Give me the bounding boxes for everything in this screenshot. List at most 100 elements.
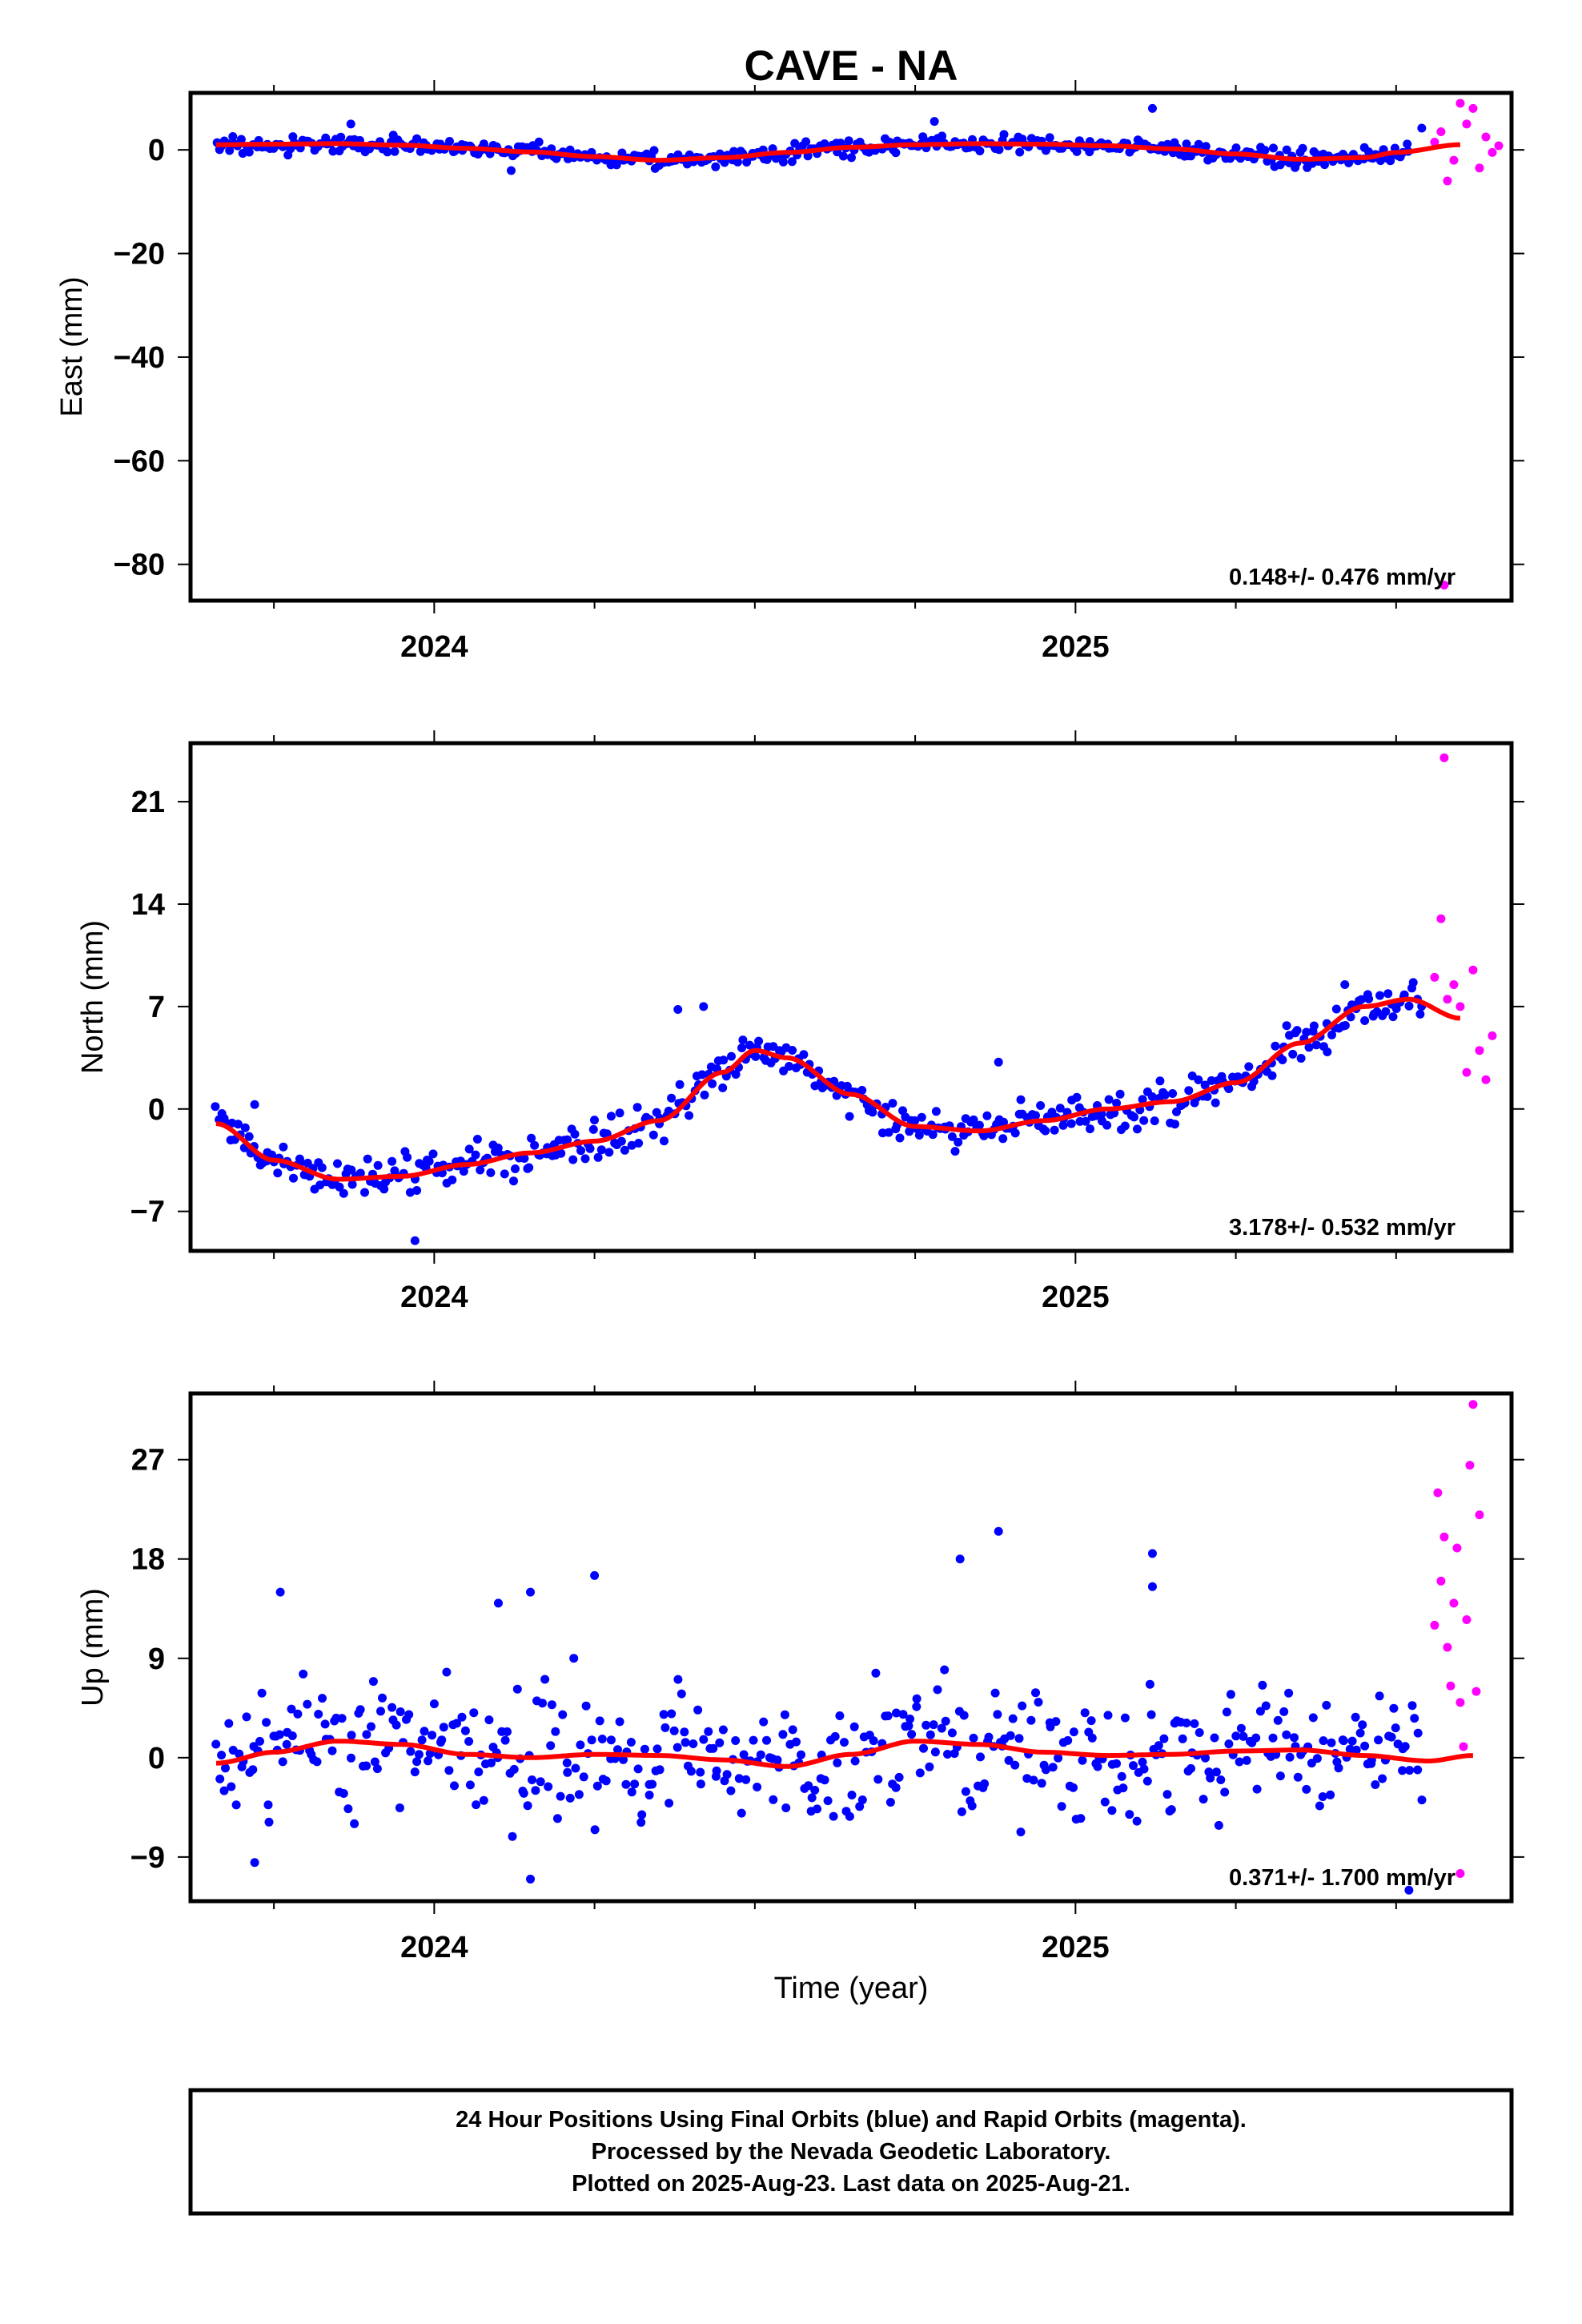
final-orbit-point: [1296, 1054, 1306, 1063]
final-orbit-point: [957, 1807, 966, 1816]
final-orbit-point: [544, 1782, 553, 1791]
final-orbit-point: [984, 1732, 994, 1742]
rapid-orbit-point: [1468, 103, 1478, 113]
y-tick-label: 21: [131, 786, 165, 819]
final-orbit-point: [233, 1120, 243, 1129]
final-orbit-point: [569, 1654, 579, 1663]
final-orbit-point: [1375, 1691, 1384, 1701]
data-points: [212, 99, 1504, 590]
final-orbit-point: [1404, 1001, 1414, 1011]
final-orbit-point: [823, 1796, 833, 1806]
final-orbit-point: [546, 1741, 556, 1751]
final-orbit-point: [1041, 1126, 1050, 1136]
final-orbit-point: [1340, 1021, 1350, 1030]
final-orbit-point: [726, 1786, 736, 1795]
final-orbit-point: [857, 1086, 867, 1095]
final-orbit-point: [954, 1137, 963, 1147]
final-orbit-point: [1182, 139, 1191, 149]
final-orbit-point: [1016, 1095, 1026, 1104]
final-orbit-point: [1010, 1128, 1020, 1138]
final-orbit-point: [700, 1090, 709, 1100]
final-orbit-point: [1284, 1688, 1294, 1698]
final-orbit-point: [718, 1083, 728, 1092]
final-orbit-point: [1236, 1723, 1246, 1733]
final-orbit-point: [871, 1668, 881, 1678]
final-orbit-point: [590, 1570, 600, 1580]
final-orbit-point: [1055, 1104, 1065, 1113]
final-orbit-point: [1375, 991, 1384, 1000]
final-orbit-point: [1138, 1757, 1147, 1767]
velocity-label: 3.178+/- 0.532 mm/yr: [1229, 1215, 1456, 1240]
final-orbit-point: [1147, 1582, 1157, 1591]
final-orbit-point: [571, 1763, 580, 1773]
x-tick-label: 2025: [1042, 1931, 1110, 1964]
final-orbit-point: [450, 1781, 459, 1791]
final-orbit-point: [722, 1770, 732, 1779]
final-orbit-point: [1417, 123, 1427, 133]
final-orbit-point: [1031, 1111, 1040, 1120]
final-orbit-point: [873, 1775, 883, 1784]
final-orbit-point: [1323, 1047, 1332, 1056]
final-orbit-point: [509, 1176, 518, 1186]
final-orbit-point: [849, 1722, 859, 1731]
rapid-orbit-point: [1443, 1642, 1452, 1652]
final-orbit-point: [907, 1730, 917, 1739]
final-orbit-point: [838, 151, 848, 161]
final-orbit-point: [428, 1149, 438, 1159]
final-orbit-point: [1014, 1734, 1024, 1743]
y-axis-label: Up (mm): [76, 1588, 110, 1707]
y-tick-label: −40: [114, 341, 165, 375]
final-orbit-point: [412, 134, 422, 143]
final-orbit-point: [1290, 1733, 1299, 1743]
final-orbit-point: [343, 1804, 353, 1814]
final-orbit-point: [1381, 1007, 1391, 1016]
final-orbit-point: [387, 1156, 397, 1166]
final-orbit-point: [1087, 1733, 1097, 1743]
final-orbit-point: [1356, 995, 1366, 1004]
final-orbit-point: [1159, 1734, 1169, 1743]
final-orbit-point: [1222, 1707, 1231, 1717]
final-orbit-point: [273, 1168, 283, 1178]
final-orbit-point: [1358, 1720, 1367, 1730]
rapid-orbit-point: [1436, 1576, 1446, 1586]
final-orbit-point: [1102, 1120, 1112, 1130]
final-orbit-point: [1312, 1754, 1322, 1763]
final-orbit-point: [255, 1736, 264, 1746]
final-orbit-point: [711, 162, 721, 171]
final-orbit-point: [941, 1716, 950, 1726]
final-orbit-point: [1293, 1772, 1303, 1782]
final-orbit-point: [460, 1726, 470, 1735]
final-orbit-point: [1133, 1124, 1142, 1134]
final-orbit-point: [459, 1167, 468, 1176]
final-orbit-point: [1206, 1773, 1215, 1783]
final-orbit-point: [925, 1762, 934, 1771]
final-orbit-point: [961, 1787, 970, 1796]
final-orbit-point: [528, 1775, 536, 1784]
rapid-orbit-point: [1456, 99, 1465, 108]
final-orbit-point: [769, 1795, 778, 1804]
final-orbit-point: [1251, 1733, 1261, 1743]
final-orbit-point: [596, 1145, 606, 1155]
final-orbit-point: [471, 1150, 480, 1160]
final-orbit-point: [1282, 1021, 1291, 1031]
final-orbit-point: [1315, 1801, 1324, 1811]
final-orbit-point: [1378, 1774, 1387, 1783]
final-orbit-point: [511, 1164, 520, 1173]
final-orbit-point: [1168, 1089, 1178, 1098]
rapid-orbit-point: [1436, 914, 1446, 923]
final-orbit-point: [312, 1757, 322, 1767]
rapid-orbit-point: [1436, 127, 1446, 137]
final-orbit-point: [1200, 1080, 1210, 1090]
final-orbit-point: [820, 1775, 829, 1785]
final-orbit-point: [712, 1766, 721, 1775]
final-orbit-point: [1112, 1759, 1121, 1768]
final-orbit-point: [551, 1727, 560, 1736]
final-orbit-point: [500, 1169, 509, 1179]
final-orbit-point: [739, 1750, 749, 1759]
final-orbit-point: [659, 1710, 669, 1719]
final-orbit-point: [244, 147, 254, 157]
y-tick-label: 14: [131, 888, 165, 922]
final-orbit-point: [1282, 1730, 1291, 1739]
final-orbit-point: [1327, 1030, 1336, 1039]
